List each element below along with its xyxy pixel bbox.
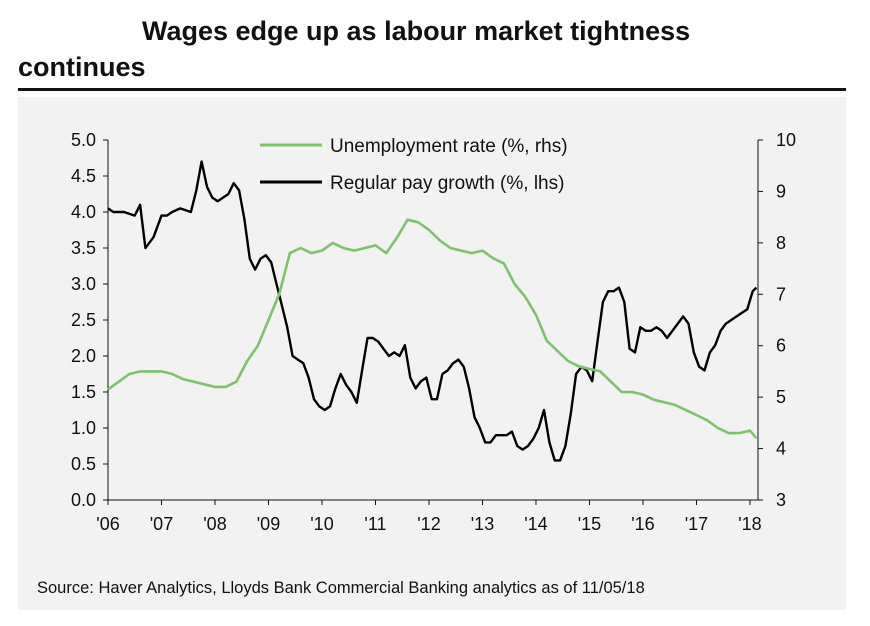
left-tick-label: 4.0: [71, 202, 96, 222]
x-tick-label: '14: [524, 514, 547, 534]
x-tick-label: '13: [471, 514, 494, 534]
x-tick-label: '06: [96, 514, 119, 534]
unemployment-rate-line: [107, 218, 758, 440]
x-tick-label: '15: [578, 514, 601, 534]
x-tick-label: '11: [364, 514, 386, 534]
x-tick-label: '18: [738, 514, 761, 534]
right-tick-label: 6: [776, 336, 786, 356]
x-tick-label: '17: [685, 514, 708, 534]
chart-axes: 0.0 0.5 1.0 1.5 2.0 2.5 3.0 3.5 4.0 4.5 5.0 3 4 5 6 7 8 9…: [71, 130, 796, 534]
chart-lines: [107, 160, 758, 462]
left-tick-label: 1.0: [71, 418, 96, 438]
source-note: Source: Haver Analytics, Lloyds Bank Com…: [37, 579, 645, 597]
chart-title-line-1: Wages edge up as labour market tightness: [142, 16, 691, 46]
right-tick-label: 10: [776, 130, 796, 150]
left-tick-label: 0.0: [71, 490, 96, 510]
right-tick-label: 7: [776, 284, 786, 304]
left-tick-label: 5.0: [71, 130, 96, 150]
chart-title-line-2: continues: [18, 52, 146, 82]
left-tick-label: 3.0: [71, 274, 96, 294]
x-tick-label: '16: [631, 514, 654, 534]
legend-unemployment-label: Unemployment rate (%, rhs): [330, 136, 568, 157]
left-tick-label: 3.5: [71, 238, 96, 258]
right-tick-label: 4: [776, 439, 786, 459]
right-tick-label: 5: [776, 387, 786, 407]
x-tick-label: '10: [310, 514, 333, 534]
chart-legend: Unemployment rate (%, rhs) Regular pay gr…: [260, 136, 568, 194]
regular-pay-growth-line: [107, 160, 758, 462]
right-tick-label: 8: [776, 233, 786, 253]
line-chart: 0.0 0.5 1.0 1.5 2.0 2.5 3.0 3.5 4.0 4.5 5.0 3 4 5 6 7 8 9…: [71, 130, 796, 534]
chart-panel: 0.0 0.5 1.0 1.5 2.0 2.5 3.0 3.5 4.0 4.5 5.0 3 4 5 6 7 8 9…: [18, 97, 846, 610]
x-tick-label: '12: [417, 514, 440, 534]
right-tick-label: 3: [776, 490, 786, 510]
left-tick-label: 1.5: [71, 382, 96, 402]
left-tick-label: 0.5: [71, 454, 96, 474]
title-rule: [18, 88, 846, 91]
legend-pay-growth-label: Regular pay growth (%, lhs): [330, 173, 564, 194]
left-tick-label: 4.5: [71, 166, 96, 186]
x-tick-label: '08: [203, 514, 226, 534]
right-tick-label: 9: [776, 181, 786, 201]
left-tick-label: 2.0: [71, 346, 96, 366]
left-tick-label: 2.5: [71, 310, 96, 330]
x-tick-label: '09: [257, 514, 280, 534]
x-tick-label: '07: [150, 514, 173, 534]
